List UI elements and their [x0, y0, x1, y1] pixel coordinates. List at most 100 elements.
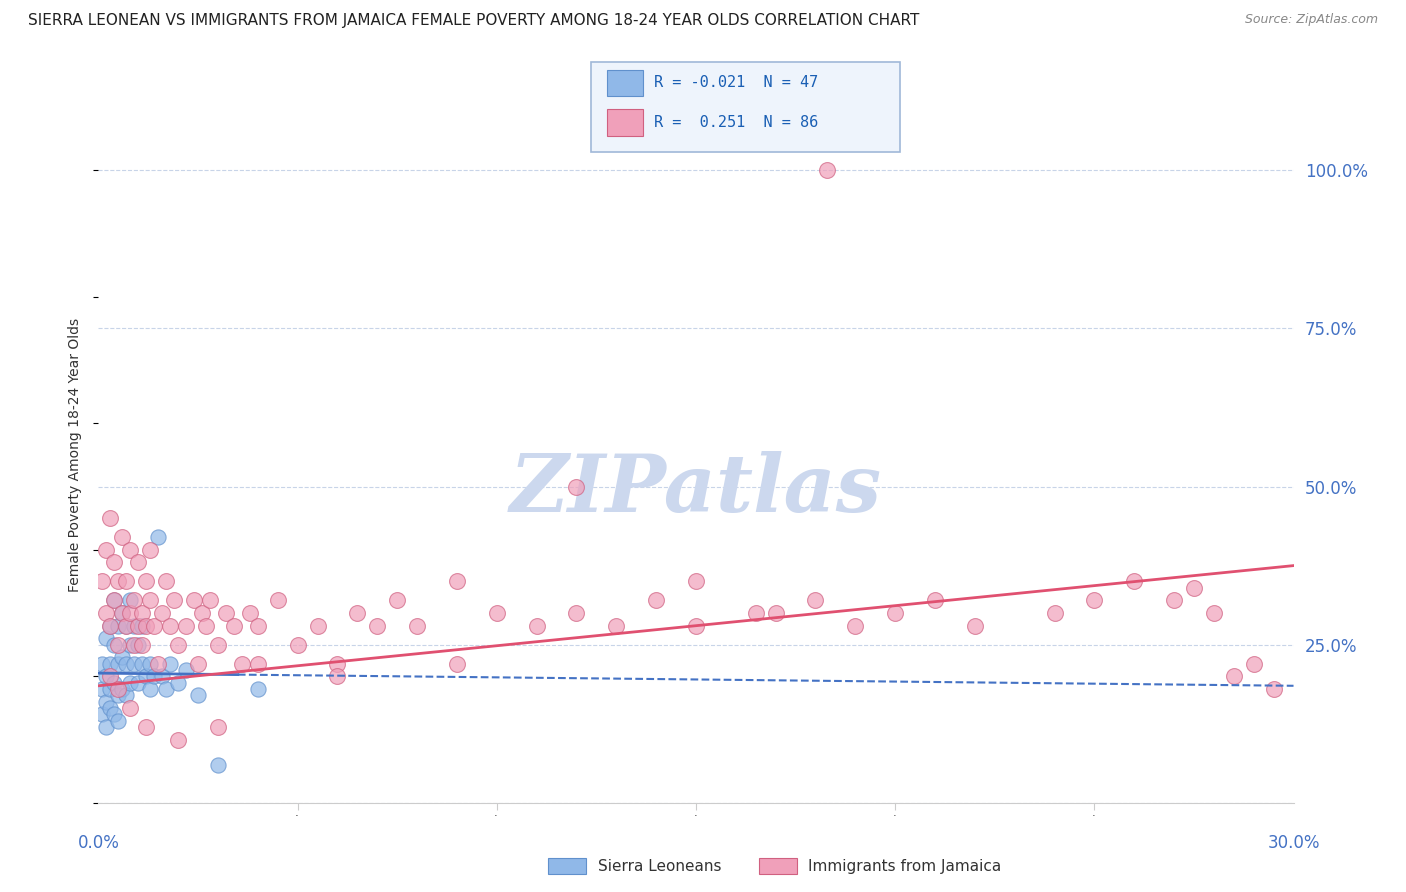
- Point: [120, 675, 142, 690]
- Point: [163, 593, 186, 607]
- Point: [645, 593, 668, 607]
- Point: [198, 593, 221, 607]
- Point: [139, 681, 162, 696]
- Text: Immigrants from Jamaica: Immigrants from Jamaica: [808, 859, 1001, 873]
- Point: [124, 657, 146, 671]
- Point: [174, 663, 197, 677]
- Point: [115, 657, 138, 671]
- Point: [107, 681, 129, 696]
- Point: [187, 657, 209, 671]
- Point: [111, 681, 134, 696]
- Point: [107, 618, 129, 632]
- Text: 30.0%: 30.0%: [1267, 834, 1320, 852]
- Point: [127, 618, 149, 632]
- Point: [96, 606, 118, 620]
- Point: [1222, 669, 1246, 683]
- Point: [207, 757, 229, 772]
- Point: [131, 638, 153, 652]
- Point: [103, 556, 125, 570]
- Point: [120, 542, 142, 557]
- Point: [143, 618, 166, 632]
- Point: [685, 574, 707, 589]
- Point: [139, 542, 162, 557]
- Point: [446, 657, 468, 671]
- Point: [150, 606, 173, 620]
- Point: [215, 606, 238, 620]
- Text: R =  0.251  N = 86: R = 0.251 N = 86: [654, 115, 818, 129]
- Point: [96, 720, 118, 734]
- Point: [135, 574, 157, 589]
- Point: [183, 593, 205, 607]
- Point: [107, 638, 129, 652]
- Point: [1243, 657, 1265, 671]
- Point: [287, 638, 309, 652]
- Point: [267, 593, 290, 607]
- Point: [326, 657, 349, 671]
- Point: [159, 657, 181, 671]
- Point: [565, 606, 588, 620]
- Point: [207, 720, 229, 734]
- Point: [385, 593, 409, 607]
- Point: [135, 618, 157, 632]
- Point: [107, 574, 129, 589]
- Point: [100, 618, 122, 632]
- Point: [107, 714, 129, 728]
- Point: [150, 669, 173, 683]
- Point: [91, 707, 114, 722]
- Point: [96, 695, 118, 709]
- Point: [485, 606, 508, 620]
- Point: [844, 618, 866, 632]
- Point: [155, 681, 177, 696]
- Point: [131, 618, 153, 632]
- Point: [120, 606, 142, 620]
- Point: [115, 688, 138, 702]
- Text: ZIPatlas: ZIPatlas: [510, 451, 882, 528]
- Point: [91, 657, 114, 671]
- Point: [155, 574, 177, 589]
- Point: [167, 638, 190, 652]
- Point: [120, 701, 142, 715]
- Point: [326, 669, 349, 683]
- Point: [96, 669, 118, 683]
- Point: [100, 669, 122, 683]
- Point: [111, 606, 134, 620]
- Point: [135, 669, 157, 683]
- Point: [91, 681, 114, 696]
- Point: [1263, 681, 1285, 696]
- Point: [139, 593, 162, 607]
- Point: [174, 618, 197, 632]
- Point: [366, 618, 388, 632]
- Point: [96, 542, 118, 557]
- Point: [120, 638, 142, 652]
- Point: [124, 618, 146, 632]
- Text: 0.0%: 0.0%: [77, 834, 120, 852]
- Point: [1202, 606, 1225, 620]
- Point: [107, 657, 129, 671]
- Point: [159, 618, 181, 632]
- Point: [231, 657, 253, 671]
- Point: [111, 606, 134, 620]
- Point: [346, 606, 368, 620]
- Point: [139, 657, 162, 671]
- Text: Sierra Leoneans: Sierra Leoneans: [598, 859, 721, 873]
- Point: [100, 618, 122, 632]
- Point: [246, 618, 269, 632]
- Point: [131, 657, 153, 671]
- Point: [1182, 581, 1205, 595]
- Point: [1123, 574, 1146, 589]
- Point: [1163, 593, 1185, 607]
- Point: [103, 593, 125, 607]
- Point: [246, 681, 269, 696]
- Point: [1043, 606, 1066, 620]
- Point: [120, 593, 142, 607]
- Point: [115, 618, 138, 632]
- Point: [246, 657, 269, 671]
- Text: Source: ZipAtlas.com: Source: ZipAtlas.com: [1244, 13, 1378, 27]
- Point: [765, 606, 787, 620]
- Point: [96, 632, 118, 646]
- Point: [307, 618, 329, 632]
- Point: [924, 593, 946, 607]
- Point: [884, 606, 907, 620]
- Point: [685, 618, 707, 632]
- Point: [100, 701, 122, 715]
